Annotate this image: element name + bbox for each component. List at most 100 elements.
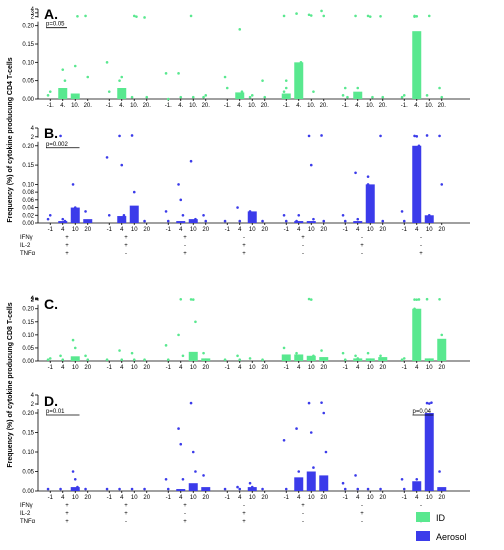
x-tick-label: 20. bbox=[261, 103, 270, 109]
data-point bbox=[442, 351, 446, 355]
data-point bbox=[105, 487, 109, 491]
data-point bbox=[309, 14, 313, 17]
y-tick-label: 3 bbox=[31, 297, 35, 303]
y-tick-label: 0.05 bbox=[22, 79, 34, 85]
data-point bbox=[438, 298, 441, 301]
data-point bbox=[223, 358, 227, 361]
data-point bbox=[250, 485, 254, 489]
pvalue-label: p=0.05 bbox=[46, 22, 65, 28]
data-point bbox=[320, 134, 323, 137]
x-tick-label: 10 bbox=[72, 365, 79, 371]
data-point bbox=[238, 219, 242, 223]
data-point bbox=[379, 134, 382, 138]
data-point bbox=[381, 358, 385, 361]
x-tick-label: -1 bbox=[166, 227, 172, 233]
marker-sign: - bbox=[184, 243, 186, 249]
x-tick-label: 20 bbox=[143, 495, 150, 501]
data-point bbox=[105, 156, 109, 159]
marker-label: IL-2 bbox=[20, 511, 31, 517]
data-point bbox=[250, 94, 254, 97]
data-point bbox=[166, 97, 170, 101]
data-point bbox=[343, 86, 347, 90]
x-tick-label: 10 bbox=[131, 495, 138, 501]
data-point bbox=[400, 95, 404, 99]
x-tick-label: 20. bbox=[84, 103, 93, 109]
data-point bbox=[417, 298, 421, 301]
data-point bbox=[379, 354, 382, 358]
data-point bbox=[164, 478, 168, 481]
data-point bbox=[204, 219, 208, 223]
data-point bbox=[86, 219, 90, 223]
marker-sign: + bbox=[242, 243, 246, 249]
data-point bbox=[132, 358, 136, 361]
x-tick-label: -1 bbox=[402, 495, 408, 501]
marker-sign: + bbox=[419, 251, 423, 257]
x-tick-label: 20 bbox=[320, 227, 327, 233]
data-point bbox=[366, 175, 370, 178]
data-point bbox=[381, 95, 385, 99]
data-point bbox=[71, 94, 75, 97]
bar bbox=[70, 93, 80, 99]
x-tick-label: 4 bbox=[356, 365, 360, 371]
y-tick-label: 0.00 bbox=[22, 97, 34, 103]
data-point bbox=[130, 217, 134, 221]
data-point bbox=[368, 186, 372, 190]
x-tick-label: 20 bbox=[202, 495, 209, 501]
data-point bbox=[307, 401, 311, 405]
data-point bbox=[73, 206, 77, 209]
data-point bbox=[120, 75, 124, 79]
x-tick-label: 10 bbox=[190, 227, 197, 233]
bar bbox=[176, 489, 186, 491]
panel-label: C. bbox=[44, 296, 58, 312]
x-tick-label: 4 bbox=[120, 495, 124, 501]
data-point bbox=[118, 487, 121, 491]
x-tick-label: 20 bbox=[438, 495, 445, 501]
x-tick-label: 10 bbox=[190, 495, 197, 501]
marker-sign: + bbox=[360, 511, 364, 517]
data-point bbox=[261, 487, 264, 491]
data-point bbox=[356, 86, 360, 90]
data-point bbox=[368, 15, 372, 18]
data-point bbox=[430, 401, 433, 404]
x-tick-label: 10 bbox=[426, 365, 433, 371]
data-point bbox=[130, 351, 134, 355]
y-tick-label: 0.20 bbox=[22, 307, 34, 313]
data-point bbox=[366, 14, 370, 18]
x-tick-label: 10 bbox=[249, 227, 256, 233]
bar bbox=[319, 475, 329, 491]
data-point bbox=[73, 64, 77, 68]
data-point bbox=[189, 401, 193, 405]
data-point bbox=[63, 79, 67, 82]
x-tick-label: 20 bbox=[261, 227, 268, 233]
data-point bbox=[61, 358, 65, 361]
x-tick-label: 4 bbox=[238, 365, 242, 371]
data-point bbox=[322, 358, 326, 361]
data-point bbox=[135, 15, 138, 18]
x-tick-label: 10. bbox=[425, 103, 434, 109]
marker-sign: + bbox=[124, 235, 128, 241]
data-point bbox=[366, 183, 370, 186]
data-point bbox=[166, 219, 170, 223]
data-point bbox=[84, 210, 87, 213]
y-tick-label: 0.05 bbox=[22, 346, 34, 352]
data-point bbox=[204, 94, 208, 97]
pvalue-label: p=0.002 bbox=[46, 142, 69, 148]
data-point bbox=[189, 14, 193, 18]
data-point bbox=[236, 94, 239, 97]
marker-sign: + bbox=[301, 235, 305, 241]
x-tick-label: 10 bbox=[367, 365, 374, 371]
data-point bbox=[76, 210, 79, 213]
data-point bbox=[236, 485, 239, 489]
data-point bbox=[322, 219, 326, 223]
data-point bbox=[341, 94, 345, 97]
x-tick-label: 4. bbox=[60, 103, 65, 109]
marker-sign: + bbox=[65, 519, 69, 525]
data-point bbox=[366, 487, 370, 491]
data-point bbox=[191, 95, 195, 99]
marker-sign: + bbox=[242, 519, 246, 525]
bar bbox=[188, 483, 198, 491]
data-point bbox=[284, 354, 288, 358]
data-point bbox=[425, 297, 429, 301]
data-point bbox=[202, 213, 205, 217]
data-point bbox=[122, 213, 126, 217]
